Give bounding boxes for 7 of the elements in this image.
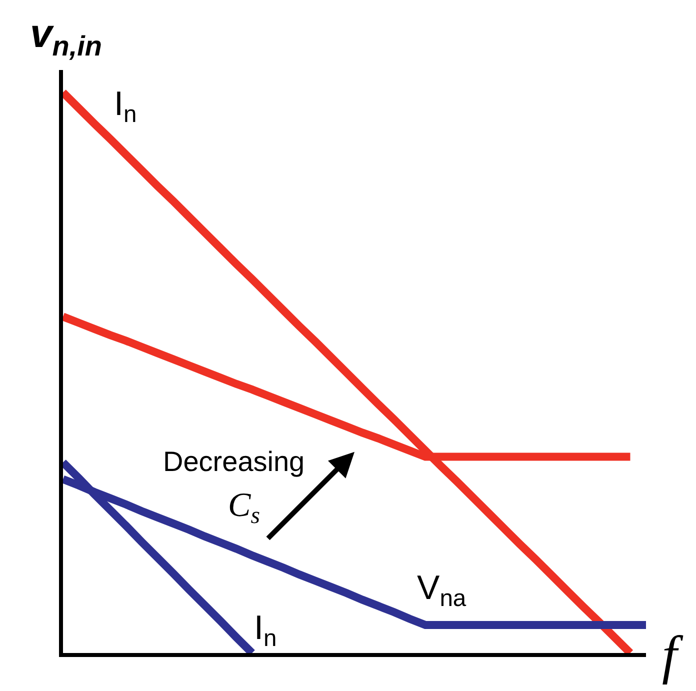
series-label: V$_{na}$ [417, 569, 467, 612]
series-label: I$_{n}$ [114, 85, 137, 128]
annotation: C$_{s}$ [228, 487, 260, 530]
annotation: Decreasing [163, 446, 305, 477]
y-axis-title: v$_{n,in}$ [30, 12, 102, 62]
series-label: I$_{n}$ [254, 609, 277, 652]
x-axis-title: f [662, 625, 684, 685]
